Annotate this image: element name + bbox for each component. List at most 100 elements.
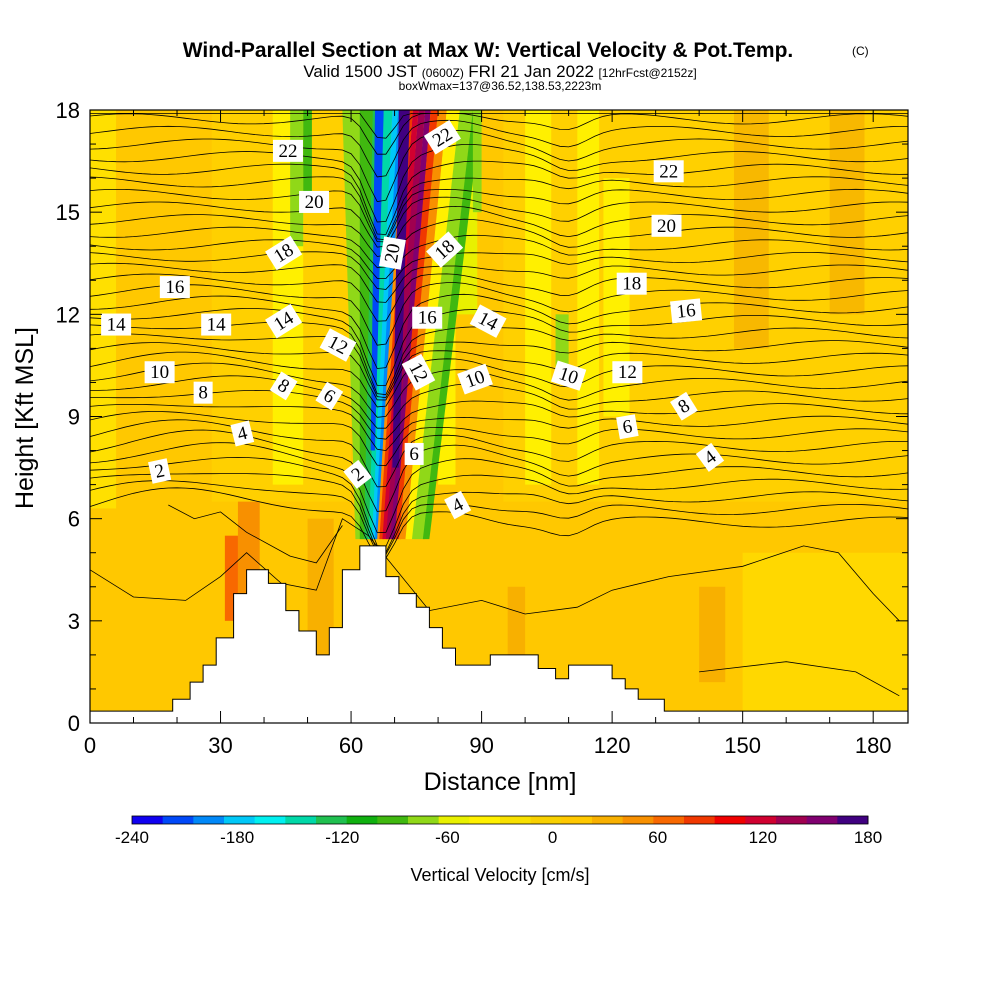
x-tick-label: 60 bbox=[339, 733, 363, 758]
isentrope-line bbox=[90, 262, 908, 303]
contour-label-text: 6 bbox=[409, 444, 419, 465]
contour-label: 16 bbox=[159, 276, 190, 299]
colorbar-swatch bbox=[592, 816, 624, 824]
contour-label: 22 bbox=[272, 139, 303, 162]
isentrope-line bbox=[90, 429, 908, 512]
colorbar-swatch bbox=[837, 816, 869, 824]
colorbar-swatch bbox=[653, 816, 685, 824]
isentrope-line bbox=[90, 293, 908, 369]
isentrope-line bbox=[90, 308, 908, 386]
isentrope-line bbox=[90, 218, 908, 269]
y-axis: 0 3 6 9 12 15 18 bbox=[56, 98, 908, 736]
valid-line: Valid 1500 JST (0600Z) FRI 21 Jan 2022 [… bbox=[303, 62, 696, 81]
colorbar-swatch bbox=[193, 816, 225, 824]
y-tick-label: 15 bbox=[56, 200, 80, 225]
contour-label: 20 bbox=[299, 190, 330, 213]
contour-label: 4 bbox=[444, 490, 472, 520]
contour-label-text: 20 bbox=[381, 242, 405, 264]
isentrope-line bbox=[90, 411, 908, 467]
y-tick-label: 12 bbox=[56, 302, 80, 327]
colorbar-tick-label: 60 bbox=[648, 828, 667, 847]
contour-label-text: 16 bbox=[676, 300, 697, 323]
contour-label: 16 bbox=[670, 298, 703, 324]
colorbar-swatch bbox=[561, 816, 593, 824]
contour-label: 6 bbox=[616, 414, 639, 440]
terrain bbox=[90, 545, 908, 723]
isentrope-line bbox=[90, 176, 908, 241]
y-tick-label: 3 bbox=[68, 609, 80, 634]
contour-label-text: 8 bbox=[198, 383, 208, 404]
y-axis-label: Height [Kft MSL] bbox=[11, 327, 39, 509]
colorbar-tick-label: -240 bbox=[115, 828, 149, 847]
isentrope-line bbox=[90, 456, 908, 547]
colorbar-swatch bbox=[806, 816, 838, 824]
chart-title: Wind-Parallel Section at Max W: Vertical… bbox=[183, 39, 794, 62]
forecast-info: [12hrFcst@2152z] bbox=[598, 66, 696, 80]
colorbar-swatch bbox=[285, 816, 317, 824]
colorbar-swatch bbox=[408, 816, 440, 824]
isentrope-line bbox=[90, 518, 900, 622]
colorbar-tick-label: -180 bbox=[220, 828, 254, 847]
isentrope-line bbox=[168, 504, 343, 564]
colorbar-swatch bbox=[377, 816, 409, 824]
isentrope-line bbox=[90, 480, 908, 555]
isentrope-line bbox=[90, 282, 908, 346]
contour-label-text: 22 bbox=[278, 141, 297, 162]
isentrope-line bbox=[90, 160, 908, 235]
contour-label: 6 bbox=[404, 442, 424, 465]
contour-label: 20 bbox=[651, 214, 682, 237]
isentrope-line bbox=[90, 419, 908, 488]
colorbar-swatch bbox=[530, 816, 562, 824]
contour-label-text: 10 bbox=[150, 362, 169, 383]
contour-label: 4 bbox=[230, 420, 255, 447]
x-tick-label: 150 bbox=[724, 733, 761, 758]
isentrope-line bbox=[90, 333, 908, 399]
isentrope-line bbox=[90, 362, 908, 418]
contour-label-text: 16 bbox=[165, 277, 184, 298]
isentrope-line bbox=[90, 113, 908, 155]
x-tick-label: 90 bbox=[469, 733, 493, 758]
contour-label: 8 bbox=[670, 391, 698, 421]
colorbar-swatch bbox=[254, 816, 286, 824]
y-tick-label: 6 bbox=[68, 507, 80, 532]
valid-utc: (0600Z) bbox=[422, 66, 464, 80]
colorbar-swatch bbox=[346, 816, 378, 824]
isentrope-line bbox=[90, 404, 908, 452]
colorbar-swatch bbox=[162, 816, 194, 824]
colorbar-swatch bbox=[745, 816, 777, 824]
isentrope-line bbox=[90, 473, 908, 553]
x-tick-label: 0 bbox=[84, 733, 96, 758]
isentrope-line bbox=[90, 375, 908, 429]
contour-label: 16 bbox=[412, 306, 443, 329]
contour-label: 14 bbox=[201, 313, 232, 336]
valid-date: FRI 21 Jan 2022 bbox=[468, 62, 594, 81]
contour-label: 8 bbox=[269, 371, 298, 401]
colorbar-swatch bbox=[316, 816, 348, 824]
contour-label-text: 12 bbox=[618, 362, 637, 383]
isentrope-line bbox=[90, 144, 908, 223]
contour-label: 4 bbox=[695, 442, 725, 472]
x-tick-label: 120 bbox=[594, 733, 631, 758]
isentrope-line bbox=[90, 205, 908, 257]
isentrope-line bbox=[90, 196, 908, 248]
contour-label-text: 2 bbox=[153, 460, 167, 483]
contour-label-text: 20 bbox=[305, 192, 324, 213]
colorbar-tick-label: -120 bbox=[325, 828, 359, 847]
colorbar-tick-label: 120 bbox=[749, 828, 777, 847]
isentrope-line bbox=[90, 234, 908, 279]
colorbar-swatch bbox=[132, 816, 164, 824]
colorbar-swatch bbox=[438, 816, 470, 824]
colorbar-tick-label: 0 bbox=[548, 828, 557, 847]
isentrope-line bbox=[90, 130, 908, 203]
contour-label: 2 bbox=[343, 459, 372, 489]
colorbar-swatch bbox=[622, 816, 654, 824]
isentrope-line bbox=[90, 389, 908, 440]
colorbar-swatch bbox=[714, 816, 746, 824]
isentrope-line bbox=[90, 273, 908, 322]
valid-prefix: Valid 1500 JST bbox=[303, 62, 417, 81]
contour-label: 18 bbox=[616, 272, 647, 295]
isentrope-line bbox=[90, 487, 908, 559]
isentrope-line bbox=[90, 119, 908, 178]
copyright-mark: (C) bbox=[852, 44, 869, 58]
